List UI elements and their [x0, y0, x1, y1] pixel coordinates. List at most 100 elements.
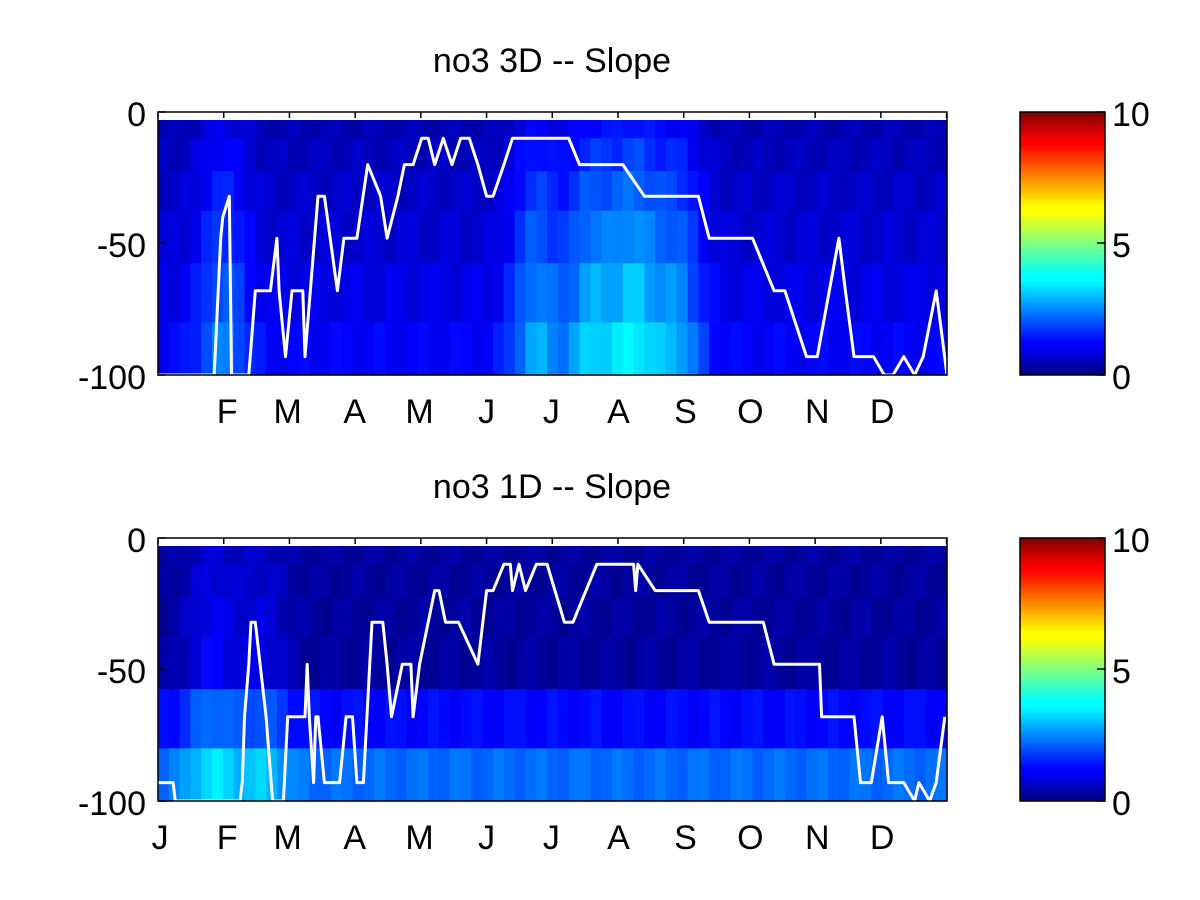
heatmap-cell — [233, 546, 246, 565]
heatmap-cell — [557, 210, 570, 264]
heatmap-cell — [395, 171, 408, 212]
heatmap-cell — [222, 171, 235, 212]
heatmap-cell — [655, 171, 667, 212]
heatmap-cell — [395, 210, 408, 264]
heatmap-cell — [817, 322, 829, 376]
heatmap-cell — [849, 597, 862, 638]
heatmap-cell — [460, 748, 473, 802]
heatmap-cell — [439, 171, 451, 212]
heatmap-cell — [406, 597, 418, 638]
panel-1-ytick-0: 0 — [127, 96, 146, 134]
heatmap-cell — [244, 210, 256, 264]
heatmap-cell — [557, 564, 570, 598]
heatmap-cell — [817, 546, 829, 565]
heatmap-cell — [428, 210, 440, 264]
heatmap-cell — [330, 689, 343, 749]
heatmap-cell — [471, 546, 483, 565]
heatmap-cell — [925, 564, 937, 598]
heatmap-cell — [817, 597, 829, 638]
heatmap-cell — [363, 546, 375, 565]
heatmap-cell — [547, 636, 559, 690]
heatmap-cell — [525, 210, 537, 264]
heatmap-cell — [838, 636, 851, 690]
heatmap-cell — [233, 597, 246, 638]
heatmap-cell — [287, 322, 300, 376]
heatmap-cell — [698, 171, 710, 212]
heatmap-cell — [871, 689, 883, 749]
heatmap-cell — [190, 636, 202, 690]
heatmap-cell — [212, 636, 224, 690]
heatmap-cell — [611, 636, 624, 690]
heatmap-cell — [838, 120, 851, 139]
heatmap-cell — [698, 546, 710, 565]
heatmap-cell — [233, 564, 246, 598]
heatmap-cell — [536, 171, 548, 212]
heatmap-cell — [709, 120, 721, 139]
heatmap-cell — [687, 138, 700, 172]
heatmap-cell — [212, 138, 224, 172]
heatmap-cell — [158, 564, 170, 598]
xtick-label: F — [217, 393, 238, 431]
heatmap-cell — [720, 171, 732, 212]
heatmap-cell — [309, 138, 321, 172]
heatmap-cell — [395, 748, 408, 802]
heatmap-cell — [266, 138, 278, 172]
heatmap-cell — [665, 138, 678, 172]
heatmap-cell — [471, 322, 483, 376]
heatmap-cell — [471, 263, 483, 323]
heatmap-cell — [298, 689, 310, 749]
heatmap-cell — [298, 171, 310, 212]
heatmap-cell — [374, 636, 386, 690]
heatmap-cell — [860, 689, 872, 749]
xtick-label: J — [478, 393, 495, 431]
heatmap-cell — [341, 138, 354, 172]
heatmap-cell — [222, 564, 235, 598]
heatmap-cell — [817, 120, 829, 139]
heatmap-cell — [514, 636, 527, 690]
heatmap-cell — [806, 597, 818, 638]
heatmap-cell — [168, 636, 181, 690]
heatmap-cell — [168, 546, 181, 565]
heatmap-cell — [774, 120, 786, 139]
heatmap-cell — [892, 210, 905, 264]
heatmap-cell — [590, 564, 602, 598]
heatmap-cell — [287, 597, 300, 638]
panel-2-ytick-0: 0 — [127, 522, 146, 560]
heatmap-cell — [439, 689, 451, 749]
heatmap-cell — [266, 689, 278, 749]
heatmap-cell — [817, 636, 829, 690]
heatmap-cell — [255, 120, 267, 139]
heatmap-cell — [320, 263, 332, 323]
heatmap-cell — [784, 748, 797, 802]
heatmap-cell — [352, 138, 364, 172]
heatmap-cell — [590, 210, 602, 264]
heatmap-cell — [266, 636, 278, 690]
heatmap-cell — [547, 263, 559, 323]
heatmap-cell — [763, 564, 775, 598]
heatmap-cell — [222, 597, 235, 638]
heatmap-cell — [817, 138, 829, 172]
heatmap-cell — [633, 546, 645, 565]
heatmap-cell — [752, 120, 764, 139]
heatmap-cell — [449, 636, 462, 690]
heatmap-cell — [330, 748, 343, 802]
heatmap-cell — [914, 597, 926, 638]
heatmap-cell — [579, 546, 591, 565]
heatmap-cell — [838, 171, 851, 212]
heatmap-cell — [882, 689, 894, 749]
heatmap-cell — [287, 210, 300, 264]
heatmap-cell — [936, 636, 948, 690]
heatmap-cell — [914, 564, 926, 598]
xtick-label: M — [405, 393, 433, 431]
heatmap-cell — [720, 120, 732, 139]
heatmap-cell — [752, 322, 764, 376]
heatmap-cell — [503, 171, 516, 212]
heatmap-cell — [482, 748, 494, 802]
heatmap-cell — [601, 689, 613, 749]
heatmap-cell — [514, 171, 527, 212]
heatmap-cell — [676, 263, 689, 323]
heatmap-cell — [255, 748, 267, 802]
heatmap-cell — [482, 171, 494, 212]
heatmap-cell — [201, 322, 213, 376]
heatmap-cell — [882, 210, 894, 264]
